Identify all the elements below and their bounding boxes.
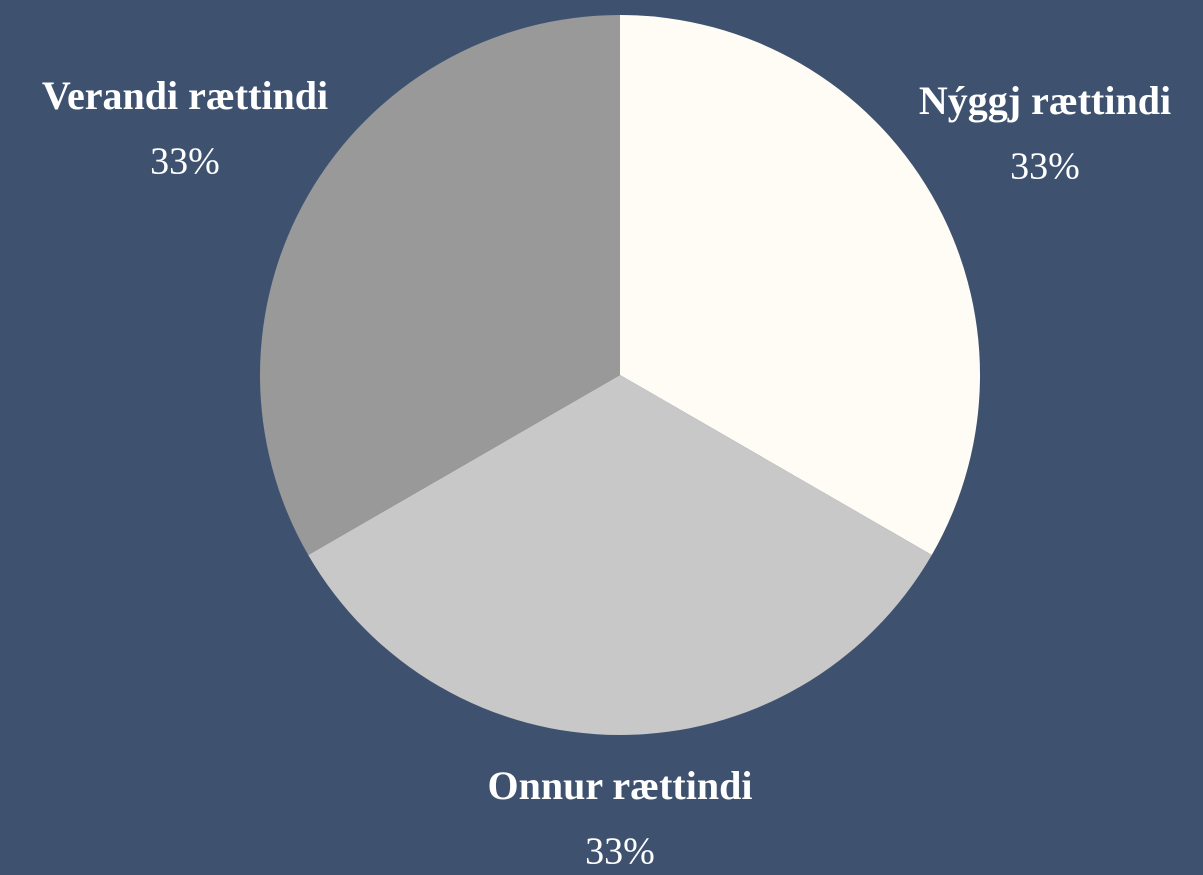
slice-label: Nýggj rættindi [919,78,1171,123]
slice-label: Onnur rættindi [488,763,753,808]
pie-slice [260,15,620,555]
slice-label: Verandi rættindi [42,73,328,118]
pie-slice [308,375,932,735]
pie-slice [620,15,981,555]
slice-value-label: 33% [585,831,655,873]
slice-value-label: 33% [1010,146,1080,188]
slice-value-label: 33% [150,141,220,183]
